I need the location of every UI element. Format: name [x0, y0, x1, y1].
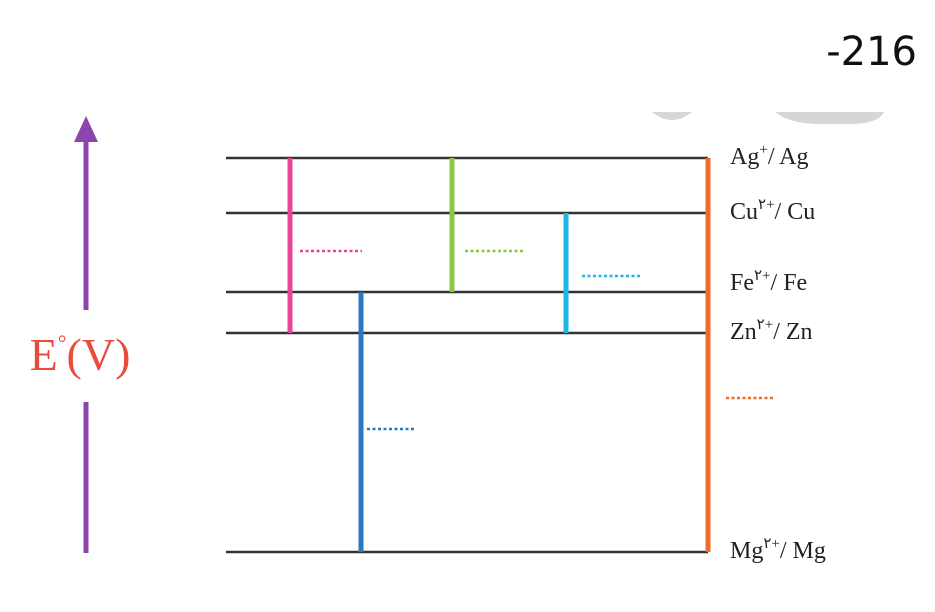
- level-symbol: Zn: [730, 319, 757, 345]
- level-label: Ag+/ Ag: [730, 142, 809, 170]
- level-symbol: Ag: [730, 144, 759, 170]
- arrow-head: [74, 116, 98, 142]
- axis-label: E°(V): [30, 329, 131, 380]
- level-ref: / Mg: [780, 538, 826, 564]
- level-charge: ۲+: [757, 317, 774, 333]
- tab-shape: [775, 112, 884, 124]
- level-label: Fe۲+/ Fe: [730, 268, 807, 296]
- level-symbol: Fe: [730, 270, 754, 296]
- level-ref: / Ag: [768, 144, 809, 170]
- axis-degree: °: [58, 330, 67, 355]
- level-symbol: Mg: [730, 538, 763, 564]
- level-label: Mg۲+/ Mg: [730, 536, 826, 564]
- level-ref: / Cu: [775, 199, 816, 225]
- level-charge: ۲+: [758, 197, 775, 213]
- level-charge: +: [759, 142, 767, 158]
- level-symbol: Cu: [730, 199, 758, 225]
- axis-symbol: E: [30, 329, 58, 380]
- level-charge: ۲+: [763, 536, 780, 552]
- page-number: -216: [826, 29, 917, 75]
- level-ref: / Fe: [771, 270, 808, 296]
- tab-shape: [652, 112, 692, 120]
- level-charge: ۲+: [754, 268, 771, 284]
- axis-unit: (V): [67, 329, 131, 380]
- level-ref: / Zn: [773, 319, 812, 345]
- level-label: Cu۲+/ Cu: [730, 197, 815, 225]
- level-label: Zn۲+/ Zn: [730, 317, 813, 345]
